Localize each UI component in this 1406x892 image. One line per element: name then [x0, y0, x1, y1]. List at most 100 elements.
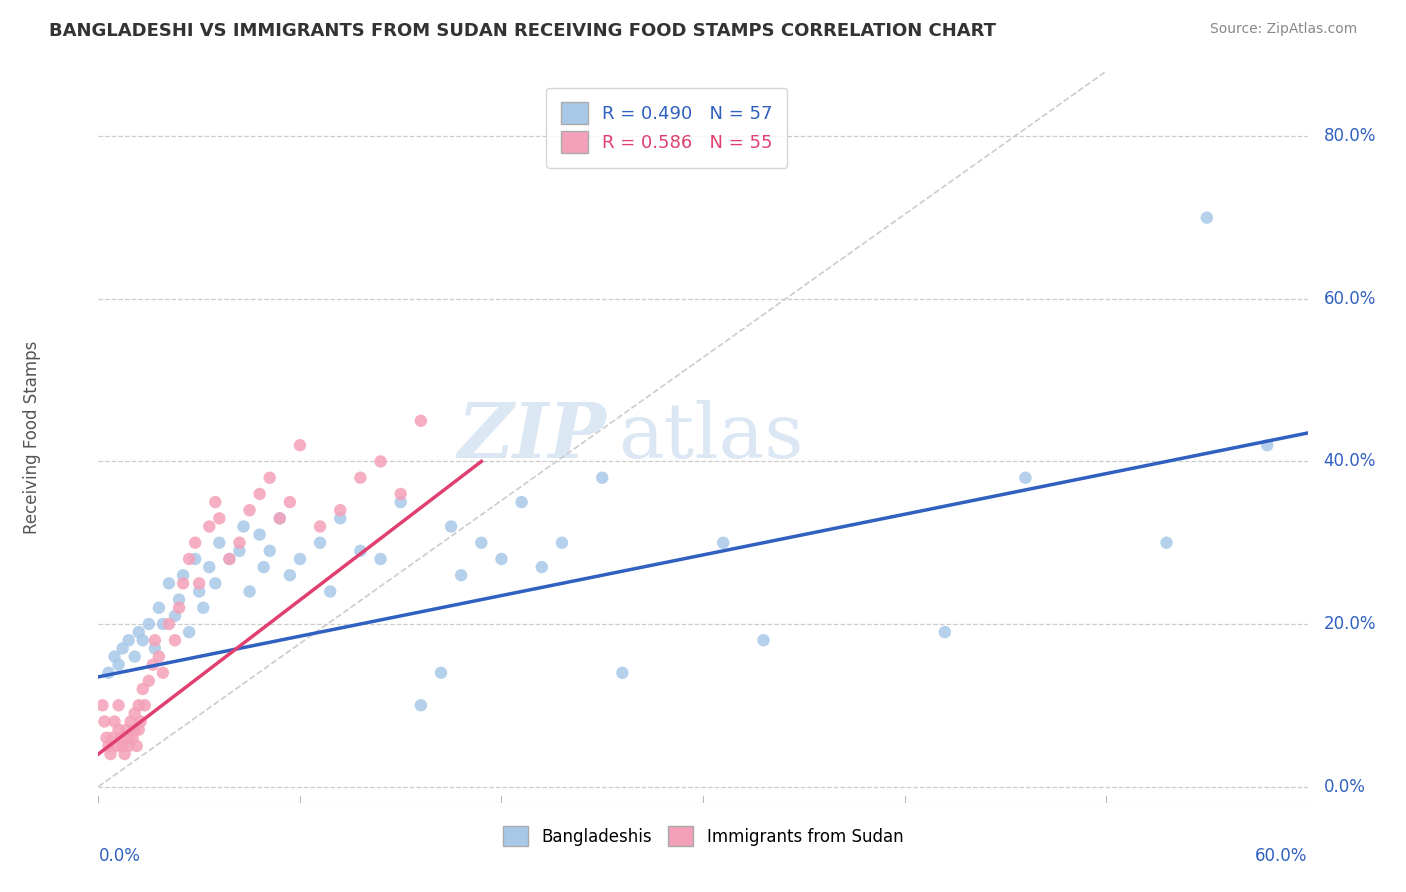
Point — [121, 731, 143, 745]
Point — [218, 552, 240, 566]
Point — [232, 519, 254, 533]
Point — [370, 454, 392, 468]
Point — [253, 560, 276, 574]
Point — [128, 698, 150, 713]
Point — [148, 649, 170, 664]
Point — [269, 511, 291, 525]
Point — [204, 495, 226, 509]
Point — [349, 471, 371, 485]
Point — [91, 698, 114, 713]
Point — [114, 747, 136, 761]
Point — [752, 633, 775, 648]
Point — [172, 568, 194, 582]
Point — [440, 519, 463, 533]
Text: ZIP: ZIP — [457, 401, 606, 474]
Point — [132, 681, 155, 696]
Point — [118, 633, 141, 648]
Point — [132, 633, 155, 648]
Point — [349, 544, 371, 558]
Point — [269, 511, 291, 525]
Point — [100, 747, 122, 761]
Point — [103, 714, 125, 729]
Point — [1195, 211, 1218, 225]
Text: atlas: atlas — [619, 401, 804, 474]
Point — [198, 519, 221, 533]
Point — [288, 552, 311, 566]
Point — [152, 617, 174, 632]
Point — [591, 471, 613, 485]
Point — [167, 600, 190, 615]
Point — [97, 665, 120, 680]
Point — [278, 568, 301, 582]
Point — [157, 576, 180, 591]
Point — [259, 471, 281, 485]
Point — [530, 560, 553, 574]
Point — [218, 552, 240, 566]
Point — [208, 511, 231, 525]
Point — [93, 714, 115, 729]
Point — [125, 739, 148, 753]
Point — [118, 739, 141, 753]
Point — [172, 576, 194, 591]
Point — [329, 511, 352, 525]
Point — [188, 584, 211, 599]
Point — [152, 665, 174, 680]
Point — [107, 698, 129, 713]
Point — [228, 535, 250, 549]
Point — [450, 568, 472, 582]
Point — [107, 657, 129, 672]
Point — [120, 714, 142, 729]
Text: Receiving Food Stamps: Receiving Food Stamps — [22, 341, 41, 533]
Point — [142, 657, 165, 672]
Point — [118, 731, 141, 745]
Point — [138, 673, 160, 688]
Point — [148, 600, 170, 615]
Point — [96, 731, 118, 745]
Point — [138, 617, 160, 632]
Point — [934, 625, 956, 640]
Text: 80.0%: 80.0% — [1323, 128, 1376, 145]
Text: Source: ZipAtlas.com: Source: ZipAtlas.com — [1209, 22, 1357, 37]
Point — [163, 633, 186, 648]
Point — [129, 714, 152, 729]
Point — [249, 527, 271, 541]
Point — [278, 495, 301, 509]
Point — [115, 723, 138, 737]
Point — [97, 739, 120, 753]
Text: BANGLADESHI VS IMMIGRANTS FROM SUDAN RECEIVING FOOD STAMPS CORRELATION CHART: BANGLADESHI VS IMMIGRANTS FROM SUDAN REC… — [49, 22, 997, 40]
Point — [163, 608, 186, 623]
Point — [157, 617, 180, 632]
Legend: Bangladeshis, Immigrants from Sudan: Bangladeshis, Immigrants from Sudan — [496, 820, 910, 853]
Point — [430, 665, 453, 680]
Point — [329, 503, 352, 517]
Point — [134, 698, 156, 713]
Point — [143, 633, 166, 648]
Point — [184, 552, 207, 566]
Text: 60.0%: 60.0% — [1323, 290, 1376, 308]
Text: 0.0%: 0.0% — [1323, 778, 1365, 796]
Point — [208, 535, 231, 549]
Point — [389, 495, 412, 509]
Point — [124, 706, 146, 721]
Point — [143, 641, 166, 656]
Point — [409, 414, 432, 428]
Text: 40.0%: 40.0% — [1323, 452, 1376, 470]
Point — [105, 739, 128, 753]
Point — [409, 698, 432, 713]
Point — [204, 576, 226, 591]
Point — [179, 625, 201, 640]
Point — [110, 731, 132, 745]
Point — [198, 560, 221, 574]
Point — [111, 641, 134, 656]
Text: 60.0%: 60.0% — [1256, 847, 1308, 864]
Point — [107, 723, 129, 737]
Point — [249, 487, 271, 501]
Point — [510, 495, 533, 509]
Text: 0.0%: 0.0% — [98, 847, 141, 864]
Point — [309, 519, 332, 533]
Point — [111, 739, 134, 753]
Point — [370, 552, 392, 566]
Point — [612, 665, 634, 680]
Point — [228, 544, 250, 558]
Point — [1156, 535, 1178, 549]
